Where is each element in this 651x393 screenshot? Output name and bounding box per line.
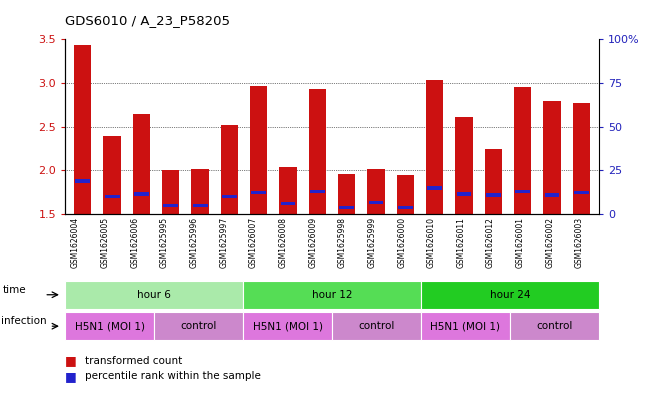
Bar — [310, 190, 325, 193]
Text: control: control — [536, 321, 573, 331]
Bar — [398, 206, 413, 209]
Text: GSM1626011: GSM1626011 — [456, 217, 465, 268]
Text: GSM1626010: GSM1626010 — [427, 217, 436, 268]
Text: GSM1625999: GSM1625999 — [368, 217, 376, 268]
Text: transformed count: transformed count — [85, 356, 182, 366]
Bar — [368, 201, 383, 204]
Bar — [162, 170, 180, 214]
Bar — [251, 191, 266, 194]
Text: GSM1625996: GSM1625996 — [189, 217, 199, 268]
Bar — [105, 195, 120, 198]
Bar — [574, 191, 589, 194]
Text: H5N1 (MOI 1): H5N1 (MOI 1) — [430, 321, 501, 331]
Bar — [486, 193, 501, 196]
Text: time: time — [3, 285, 26, 295]
Text: GSM1626002: GSM1626002 — [546, 217, 555, 268]
Text: GSM1625995: GSM1625995 — [160, 217, 169, 268]
Bar — [250, 86, 268, 214]
Text: hour 12: hour 12 — [312, 290, 352, 300]
Bar — [543, 101, 561, 214]
Bar — [396, 175, 414, 214]
Text: GDS6010 / A_23_P58205: GDS6010 / A_23_P58205 — [65, 14, 230, 27]
Bar — [134, 193, 149, 196]
Bar — [221, 125, 238, 214]
Text: H5N1 (MOI 1): H5N1 (MOI 1) — [253, 321, 322, 331]
Text: hour 6: hour 6 — [137, 290, 171, 300]
Text: GSM1626008: GSM1626008 — [279, 217, 288, 268]
Bar — [163, 204, 178, 207]
Bar — [514, 86, 531, 214]
Text: control: control — [358, 321, 395, 331]
Text: infection: infection — [1, 316, 46, 326]
Text: GSM1626000: GSM1626000 — [397, 217, 406, 268]
Bar — [133, 114, 150, 214]
Bar — [222, 195, 237, 198]
Text: GSM1626001: GSM1626001 — [516, 217, 525, 268]
Bar — [456, 193, 471, 196]
Text: H5N1 (MOI 1): H5N1 (MOI 1) — [75, 321, 145, 331]
Bar — [104, 136, 121, 214]
Text: GSM1626007: GSM1626007 — [249, 217, 258, 268]
Bar — [191, 169, 209, 214]
Text: percentile rank within the sample: percentile rank within the sample — [85, 371, 260, 382]
Bar — [572, 103, 590, 214]
Text: GSM1625997: GSM1625997 — [219, 217, 229, 268]
Text: GSM1626005: GSM1626005 — [101, 217, 109, 268]
Text: GSM1626003: GSM1626003 — [575, 217, 584, 268]
Bar — [76, 179, 90, 183]
Bar — [193, 204, 208, 207]
Text: GSM1626006: GSM1626006 — [130, 217, 139, 268]
Text: hour 24: hour 24 — [490, 290, 530, 300]
Bar — [455, 117, 473, 214]
Text: GSM1626009: GSM1626009 — [308, 217, 317, 268]
Bar — [427, 186, 442, 189]
Bar — [367, 169, 385, 214]
Bar — [515, 190, 530, 193]
Bar — [309, 89, 326, 214]
Bar — [544, 193, 559, 196]
Text: GSM1626012: GSM1626012 — [486, 217, 495, 268]
Text: ■: ■ — [65, 370, 77, 383]
Bar — [426, 81, 443, 214]
Bar — [281, 202, 296, 206]
Text: ■: ■ — [65, 354, 77, 367]
Text: control: control — [180, 321, 217, 331]
Text: GSM1626004: GSM1626004 — [71, 217, 80, 268]
Bar — [279, 167, 297, 214]
Bar — [484, 149, 502, 214]
Text: GSM1625998: GSM1625998 — [338, 217, 347, 268]
Bar — [74, 44, 92, 214]
Bar — [338, 174, 355, 214]
Bar — [339, 206, 354, 209]
